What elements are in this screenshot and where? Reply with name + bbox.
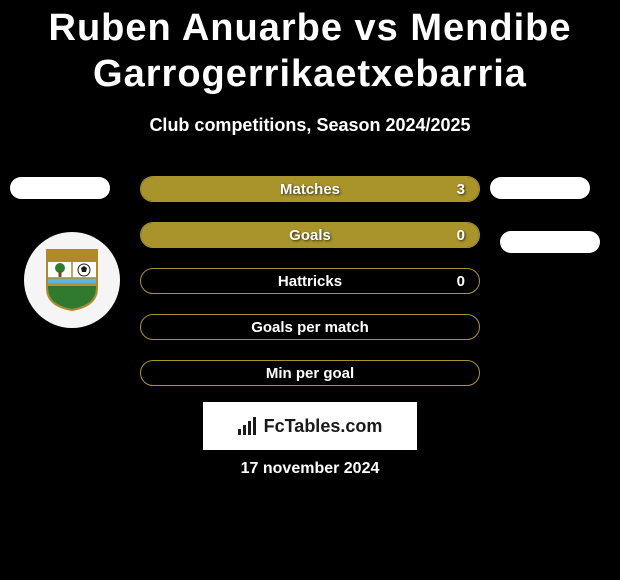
stat-bar-goals-per-match: Goals per match — [140, 314, 480, 340]
stat-bar-goals: Goals 0 — [140, 222, 480, 248]
stat-bar-min-per-goal: Min per goal — [140, 360, 480, 386]
stat-bar-hattricks: Hattricks 0 — [140, 268, 480, 294]
stat-value: 3 — [457, 177, 465, 203]
player-right-pill-2 — [500, 231, 600, 253]
stat-value: 0 — [457, 223, 465, 249]
stat-value: 0 — [457, 269, 465, 295]
snapshot-date: 17 november 2024 — [0, 460, 620, 478]
fctables-logo[interactable]: FcTables.com — [203, 402, 417, 450]
player-left-pill-1 — [10, 177, 110, 199]
title-line-2: Garrogerrikaetxebarria — [93, 53, 527, 95]
competition-subtitle: Club competitions, Season 2024/2025 — [0, 115, 620, 136]
stat-label: Matches — [141, 177, 479, 203]
stat-label: Goals per match — [141, 315, 479, 341]
stat-bar-matches: Matches 3 — [140, 176, 480, 202]
stat-label: Min per goal — [141, 361, 479, 387]
page-title: Ruben Anuarbe vs Mendibe Garrogerrikaetx… — [0, 0, 620, 97]
club-crest — [24, 232, 120, 328]
fctables-logo-text: FcTables.com — [264, 416, 383, 437]
stat-label: Goals — [141, 223, 479, 249]
shield-icon — [45, 248, 99, 312]
title-line-1: Ruben Anuarbe vs Mendibe — [49, 7, 572, 49]
stat-label: Hattricks — [141, 269, 479, 295]
bar-chart-icon — [238, 417, 258, 435]
player-right-pill-1 — [490, 177, 590, 199]
club-crest-shield — [45, 248, 99, 312]
